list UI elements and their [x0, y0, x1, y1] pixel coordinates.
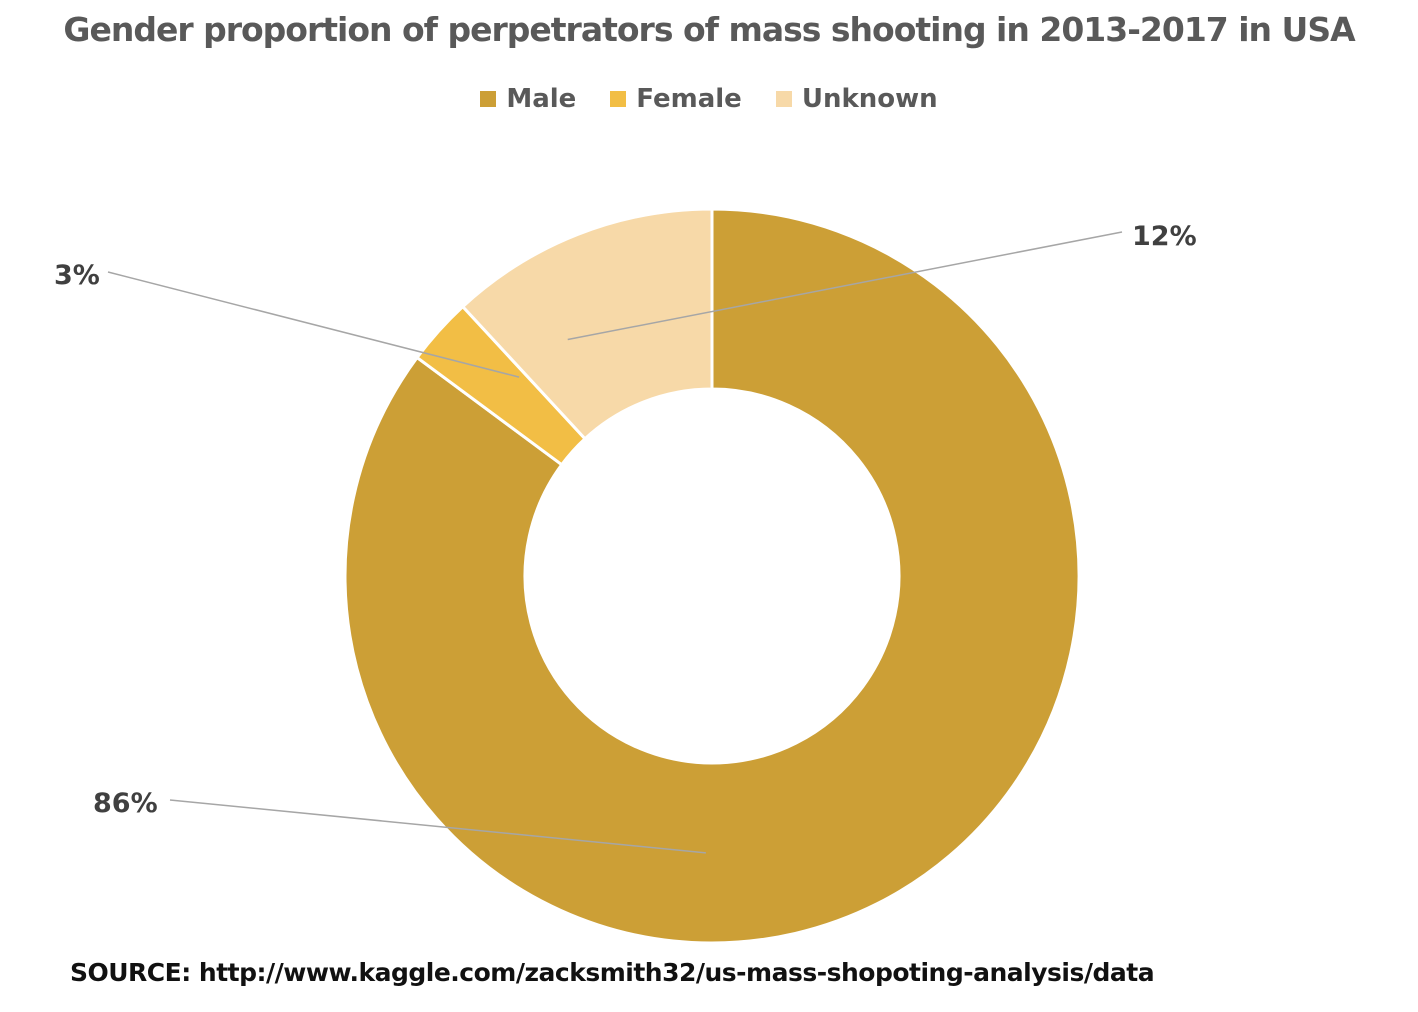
legend-item-unknown: Unknown [775, 84, 938, 114]
legend-swatch-unknown [775, 91, 792, 107]
legend-swatch-male [480, 91, 497, 107]
source-note: SOURCE: http://www.kaggle.com/zacksmith3… [70, 958, 1155, 987]
leader-line-male [169, 799, 706, 854]
legend-label-female: Female [636, 84, 742, 114]
chart-title: Gender proportion of perpetrators of mas… [63, 10, 1355, 49]
legend-item-male: Male [480, 84, 576, 114]
leader-line-female [107, 271, 520, 378]
slice-unknown [460, 207, 714, 441]
legend-item-female: Female [610, 84, 742, 114]
data-label-unknown: 12% [1132, 221, 1197, 252]
legend: Male Female Unknown [0, 84, 1418, 114]
slice-male [343, 207, 1081, 945]
data-label-male: 86% [93, 788, 158, 819]
data-label-female: 3% [54, 260, 100, 291]
legend-label-male: Male [506, 84, 577, 114]
legend-swatch-female [610, 91, 627, 107]
leader-line-unknown [567, 231, 1123, 341]
legend-label-unknown: Unknown [801, 84, 938, 114]
